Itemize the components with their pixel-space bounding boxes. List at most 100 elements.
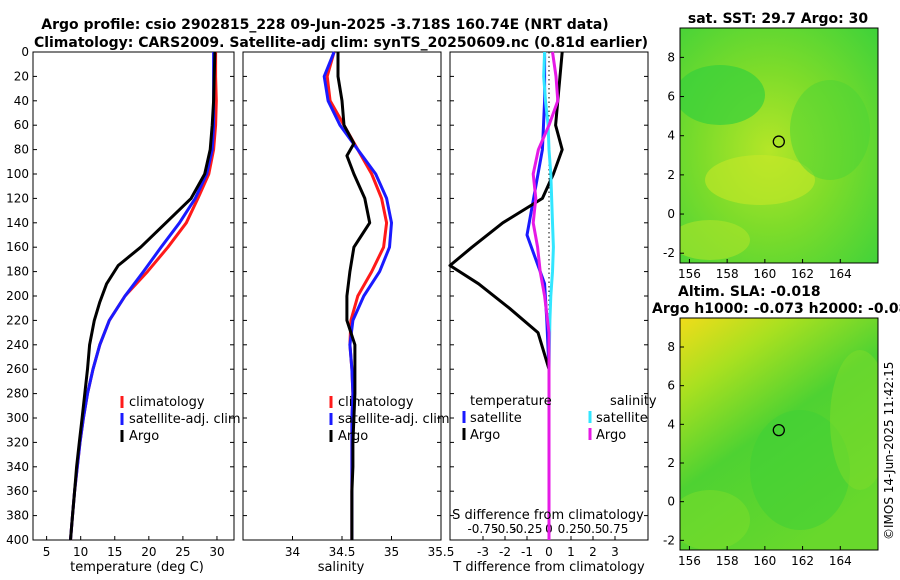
sst-map-title: sat. SST: 29.7 Argo: 30 (688, 11, 868, 27)
sst-warm-patch (680, 220, 750, 260)
difference-x-tick-labels: -3 -2 -1 0 1 2 3 (477, 545, 619, 559)
lon-tick-label: 158 (716, 554, 739, 568)
depth-tick-label: 60 (14, 118, 29, 132)
x-tick-label: 3 (611, 545, 619, 559)
figure-title-line2: Climatology: CARS2009. Satellite-adj cli… (34, 35, 648, 51)
x-tick-label: -2 (499, 545, 511, 559)
depth-tick-labels: 0 20 40 60 80 100 120 140 160 180 200 220 240 260 280 3… (6, 45, 29, 547)
depth-tick-label: 80 (14, 143, 29, 157)
legend-climatology-label: climatology (129, 395, 205, 410)
x-tick-label: 20 (141, 545, 156, 559)
depth-tick-label: 240 (6, 338, 29, 352)
sst-map-frame (679, 27, 879, 264)
depth-tick-label: 140 (6, 216, 29, 230)
sla-map (680, 318, 878, 550)
legend-temperature-title: temperature (470, 394, 552, 409)
salinity-line-argo (336, 52, 372, 540)
depth-tick-label: 360 (6, 484, 29, 498)
legend-argo-label: Argo (338, 429, 368, 444)
depth-tick-label: 120 (6, 191, 29, 205)
sst-warm-patch (680, 65, 765, 125)
sst-lat-tick-labels: 8 6 4 2 0 -2 (663, 50, 684, 260)
lon-tick-label: 156 (678, 554, 701, 568)
sst-cool-patch (790, 80, 870, 180)
lat-tick-label: 0 (667, 495, 675, 509)
lat-tick-label: 0 (667, 207, 675, 221)
x-tick-label: -3 (477, 545, 489, 559)
x-tick-label: 34 (285, 545, 300, 559)
sla-lon-tick-labels: 156 158 160 162 164 (678, 546, 852, 568)
argo-float-marker (772, 423, 785, 437)
difference-line-argo_salinity (531, 51, 560, 540)
lat-tick-label: 4 (667, 417, 675, 431)
s-diff-tick-label: 0.25 (558, 522, 585, 536)
temperature-legend: climatology satellite-adj. clim Argo (120, 395, 241, 444)
depth-tick-label: 220 (6, 313, 29, 327)
temperature-line-argo (69, 51, 217, 541)
sla-map-frame (679, 317, 879, 551)
x-tick-label: 1 (567, 545, 575, 559)
x-tick-label: 5 (43, 545, 51, 559)
depth-tick-label: 40 (14, 94, 29, 108)
temperature-line-satellite (69, 52, 216, 541)
lon-tick-label: 164 (829, 267, 852, 281)
lat-tick-label: 6 (667, 379, 675, 393)
sst-warm-patch (705, 155, 815, 205)
t-difference-axis-label: T difference from climatology (452, 560, 645, 575)
legend-t-satellite-label: satellite (470, 411, 522, 426)
difference-line-argo (448, 51, 564, 540)
depth-tick-label: 100 (6, 167, 29, 181)
depth-tick-label: 0 (21, 45, 29, 59)
legend-salinity-title: salinity (610, 394, 657, 409)
temperature-axis-label: temperature (deg C) (70, 560, 204, 575)
lon-tick-label: 162 (791, 267, 814, 281)
lon-tick-label: 162 (791, 554, 814, 568)
x-tick-label: 35 (384, 545, 399, 559)
difference-line-sat_salinity (542, 51, 555, 540)
figure-title-line1: Argo profile: csio 2902815_228 09-Jun-20… (41, 17, 608, 33)
depth-tick-label: 400 (6, 533, 29, 547)
salinity-legend: climatology satellite-adj. clim Argo (329, 395, 450, 444)
lon-tick-label: 156 (678, 267, 701, 281)
sla-patch (830, 350, 878, 490)
depth-tick-label: 380 (6, 509, 29, 523)
depth-tick-label: 320 (6, 435, 29, 449)
profile-series (69, 51, 564, 541)
s-difference-axis-label: S difference from climatology (452, 508, 644, 523)
x-tick-label: -1 (521, 545, 533, 559)
s-diff-tick-label: -0.5 (493, 522, 516, 536)
sst-map (680, 28, 878, 263)
depth-tick-label: 20 (14, 69, 29, 83)
depth-tick-label: 300 (6, 411, 29, 425)
x-tick-label: 0 (545, 545, 553, 559)
lat-tick-label: 6 (667, 90, 675, 104)
x-tick-label: 10 (73, 545, 88, 559)
salinity-x-tick-labels: 34 34.5 35 35.5 (285, 545, 455, 559)
salinity-line-climatology (325, 51, 389, 540)
lat-tick-label: 8 (667, 50, 675, 64)
depth-tick-label: 340 (6, 460, 29, 474)
lat-tick-label: 8 (667, 340, 675, 354)
lat-tick-label: 2 (667, 168, 675, 182)
x-tick-label: 35.5 (428, 545, 455, 559)
legend-satellite-label: satellite-adj. clim (338, 412, 450, 427)
sla-map-title: Altim. SLA: -0.018 (678, 284, 821, 300)
depth-tick-label: 280 (6, 387, 29, 401)
depth-tick-label: 200 (6, 289, 29, 303)
legend-t-argo-label: Argo (470, 428, 500, 443)
legend-s-satellite-label: satellite (596, 411, 648, 426)
lon-tick-label: 158 (716, 267, 739, 281)
x-tick-label: 34.5 (329, 545, 356, 559)
legend-climatology-label: climatology (338, 395, 414, 410)
legend-s-argo-label: Argo (596, 428, 626, 443)
x-tick-label: 15 (107, 545, 122, 559)
sst-argo-marker (772, 135, 785, 148)
argo-float-marker (772, 135, 785, 148)
x-tick-label: 2 (589, 545, 597, 559)
salinity-plot-frame (242, 51, 442, 541)
sst-lon-tick-labels: 156 158 160 162 164 (678, 259, 852, 281)
sla-patch (680, 490, 750, 550)
sla-argo-marker (772, 423, 785, 437)
lon-tick-label: 164 (829, 554, 852, 568)
s-diff-tick-label: -0.75 (467, 522, 498, 536)
